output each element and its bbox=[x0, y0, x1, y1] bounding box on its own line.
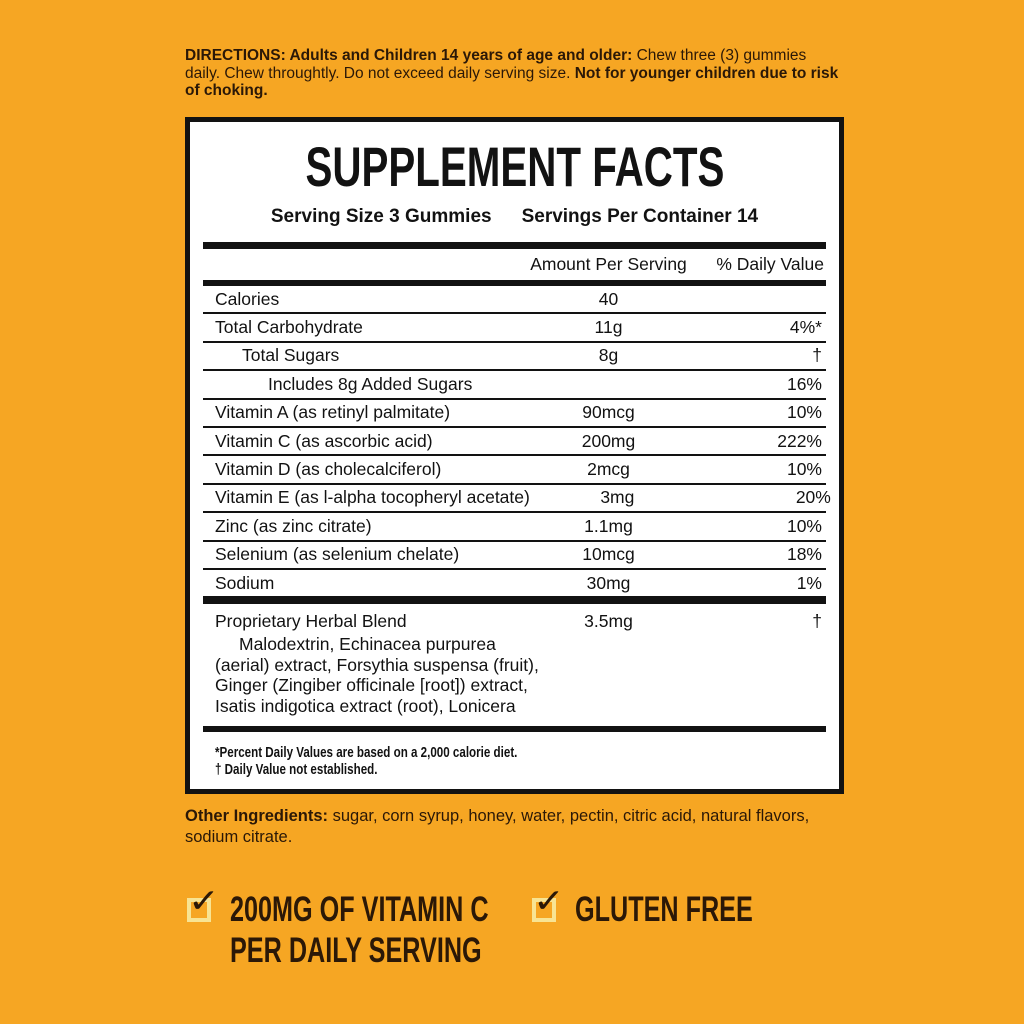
row-amount: 10mcg bbox=[582, 544, 635, 565]
other-ingredients-list: sugar, corn syrup, honey, water, pectin,… bbox=[185, 807, 810, 846]
table-row-zinc: Zinc (as zinc citrate) 1.1mg 10% bbox=[203, 513, 826, 542]
header-daily-value: % Daily Value bbox=[716, 254, 824, 274]
checkbox-check-icon: ✓ bbox=[187, 881, 220, 922]
table-row-vitamin-a: Vitamin A (as retinyl palmitate) 90mcg 1… bbox=[203, 400, 826, 428]
row-dv: 4%* bbox=[789, 317, 822, 338]
row-name: Total Sugars bbox=[242, 345, 340, 366]
blend-desc-line: Ginger (Zingiber officinale [root]) extr… bbox=[215, 675, 528, 696]
badge-vitamin-c-line2: PER DAILY SERVING bbox=[230, 931, 482, 970]
checkbox-outline bbox=[532, 898, 556, 922]
directions-bold-lead: DIRECTIONS: Adults and Children 14 years… bbox=[185, 47, 633, 64]
row-dv: 222% bbox=[777, 430, 822, 451]
row-dv: 10% bbox=[786, 402, 822, 423]
table-header-row: Amount Per Serving % Daily Value bbox=[203, 249, 826, 280]
row-name: Zinc (as zinc citrate) bbox=[215, 515, 372, 536]
checkbox-check-icon: ✓ bbox=[532, 881, 565, 922]
header-rule bbox=[203, 280, 826, 286]
row-amount: 11g bbox=[594, 317, 623, 338]
footnote-daily-value-not-established: † Daily Value not established. bbox=[215, 761, 378, 778]
other-ingredients-label: Other Ingredients: bbox=[185, 807, 329, 825]
table-row-vitamin-c: Vitamin C (as ascorbic acid) 200mg 222% bbox=[203, 428, 826, 457]
row-name: Vitamin E (as l-alpha tocopheryl acetate… bbox=[215, 487, 530, 508]
facts-table: Amount Per Serving % Daily Value Calorie… bbox=[203, 242, 831, 778]
blend-desc-line: Malodextrin, Echinacea purpurea bbox=[239, 634, 496, 655]
row-dv: 20% bbox=[795, 487, 831, 508]
directions-bold-tail: Not for younger children due to risk of … bbox=[185, 64, 839, 100]
directions-text: DIRECTIONS: Adults and Children 14 years… bbox=[185, 47, 840, 100]
row-name: Vitamin D (as cholecalciferol) bbox=[215, 459, 442, 480]
badge-gluten-free-line1: GLUTEN FREE bbox=[575, 890, 753, 929]
panel-title: SUPPLEMENT FACTS bbox=[190, 137, 839, 197]
row-dv: 18% bbox=[786, 544, 822, 565]
footnotes: *Percent Daily Values are based on a 2,0… bbox=[203, 732, 826, 778]
row-dv: † bbox=[812, 345, 822, 366]
row-amount: 40 bbox=[598, 288, 619, 309]
check-mark-icon: ✓ bbox=[533, 881, 565, 920]
sodium-rule bbox=[203, 598, 826, 605]
footnote-daily-values: *Percent Daily Values are based on a 2,0… bbox=[215, 745, 518, 762]
row-dv: 16% bbox=[786, 373, 822, 394]
row-amount: 30mg bbox=[586, 572, 631, 593]
table-row-total-carbohydrate: Total Carbohydrate 11g 4%* bbox=[203, 314, 826, 343]
badge-gluten-free-text: GLUTEN FREE bbox=[575, 889, 822, 930]
table-row-sodium: Sodium 30mg 1% bbox=[203, 570, 826, 599]
blend-dv: † bbox=[812, 611, 822, 632]
check-mark-icon: ✓ bbox=[188, 881, 220, 920]
supplement-facts-panel: SUPPLEMENT FACTS Serving Size 3 Gummies … bbox=[185, 117, 844, 794]
row-amount: 90mcg bbox=[582, 402, 635, 423]
badge-gluten-free: ✓ GLUTEN FREE bbox=[532, 881, 822, 930]
row-name: Calories bbox=[215, 288, 280, 309]
row-amount: 200mg bbox=[581, 430, 636, 451]
proprietary-blend-row: Proprietary Herbal Blend 3.5mg † bbox=[203, 604, 826, 632]
table-row-total-sugars: Total Sugars 8g † bbox=[203, 343, 826, 372]
row-name: Includes 8g Added Sugars bbox=[268, 373, 473, 394]
table-row-vitamin-e: Vitamin E (as l-alpha tocopheryl acetate… bbox=[203, 485, 831, 514]
row-dv: 10% bbox=[786, 459, 822, 480]
row-name: Selenium (as selenium chelate) bbox=[215, 544, 460, 565]
blend-amount: 3.5mg bbox=[584, 611, 633, 632]
table-row-vitamin-d: Vitamin D (as cholecalciferol) 2mcg 10% bbox=[203, 456, 826, 485]
row-dv: 10% bbox=[786, 515, 822, 536]
row-amount: 1.1mg bbox=[584, 515, 633, 536]
proprietary-blend-description: Malodextrin, Echinacea purpurea (aerial)… bbox=[203, 632, 826, 726]
badge-vitamin-c-line1: 200MG OF VITAMIN C bbox=[230, 890, 489, 929]
badge-vitamin-c: ✓ 200MG OF VITAMIN C PER DAILY SERVING bbox=[187, 881, 589, 971]
blend-rule bbox=[203, 726, 826, 733]
table-row-selenium: Selenium (as selenium chelate) 10mcg 18% bbox=[203, 542, 826, 570]
top-rule bbox=[203, 242, 826, 249]
table-row-added-sugars: Includes 8g Added Sugars 16% bbox=[203, 371, 826, 400]
blend-name: Proprietary Herbal Blend bbox=[215, 611, 407, 632]
directions-body: Chew three (3) gummies daily. Chew throu… bbox=[185, 47, 807, 82]
checkbox-outline bbox=[187, 898, 211, 922]
table-row-calories: Calories 40 bbox=[203, 286, 826, 315]
panel-title-text: SUPPLEMENT FACTS bbox=[305, 135, 724, 198]
header-amount-per-serving: Amount Per Serving bbox=[530, 254, 687, 274]
badge-vitamin-c-text: 200MG OF VITAMIN C PER DAILY SERVING bbox=[230, 889, 589, 971]
row-name: Vitamin C (as ascorbic acid) bbox=[215, 430, 433, 451]
row-name: Total Carbohydrate bbox=[215, 317, 363, 338]
row-amount: 3mg bbox=[600, 487, 635, 508]
row-name: Vitamin A (as retinyl palmitate) bbox=[215, 402, 451, 423]
row-name: Sodium bbox=[215, 572, 275, 593]
blend-desc-line: Isatis indigotica extract (root), Lonice… bbox=[215, 695, 516, 716]
row-amount: 2mcg bbox=[587, 459, 630, 480]
servings-per-container: Servings Per Container 14 bbox=[521, 206, 759, 227]
row-amount: 8g bbox=[598, 345, 619, 366]
blend-desc-line: (aerial) extract, Forsythia suspensa (fr… bbox=[215, 654, 539, 675]
serving-info: Serving Size 3 Gummies Servings Per Cont… bbox=[190, 206, 839, 228]
serving-size: Serving Size 3 Gummies bbox=[270, 206, 492, 227]
row-dv: 1% bbox=[796, 572, 822, 593]
other-ingredients-text: Other Ingredients: sugar, corn syrup, ho… bbox=[185, 806, 830, 847]
